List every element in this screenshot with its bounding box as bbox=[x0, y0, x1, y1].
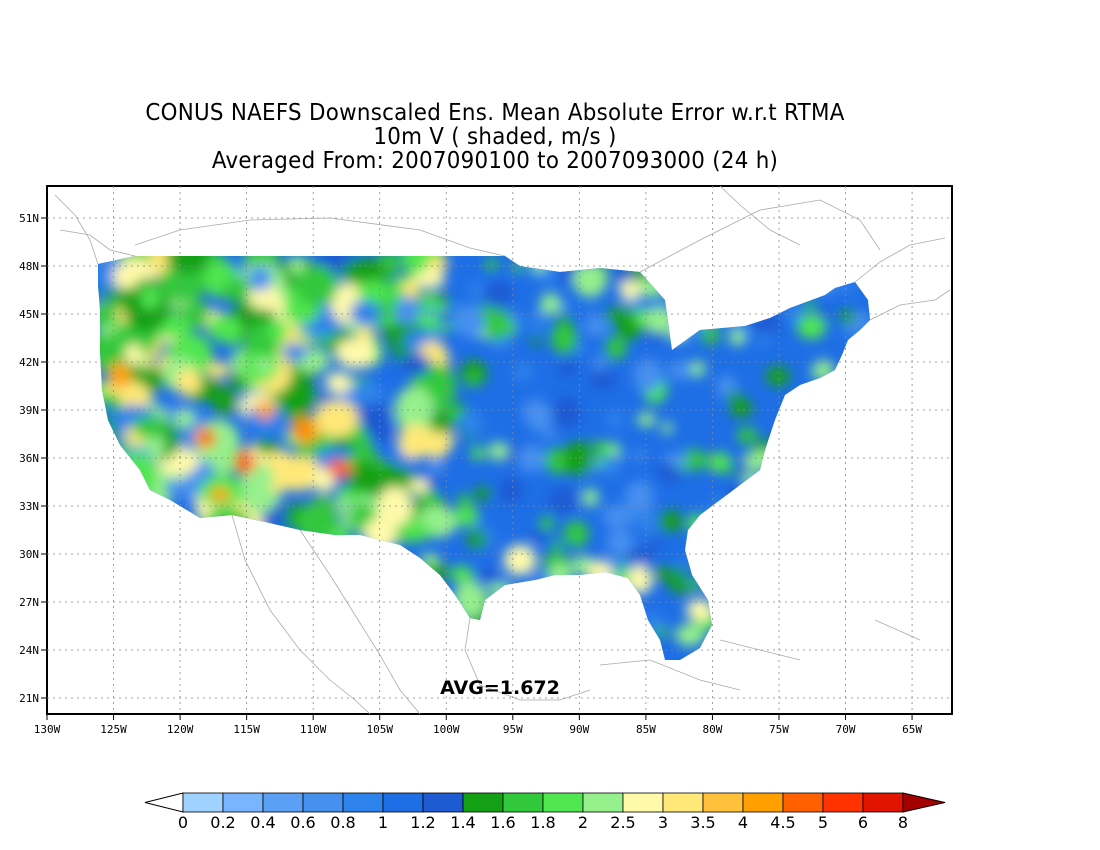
colorbar-cell bbox=[782, 792, 824, 813]
colorbar-label: 1.2 bbox=[410, 813, 435, 832]
y-tick-label: 39N bbox=[19, 404, 39, 417]
y-tick-label: 21N bbox=[19, 692, 39, 705]
colorbar-label: 2.5 bbox=[610, 813, 635, 832]
average-annotation: AVG=1.672 bbox=[440, 677, 560, 699]
x-axis: 130W 125W 120W 115W 110W 105W 100W 95W 90W 85W 80W… bbox=[34, 714, 922, 736]
coastline-outlines bbox=[54, 185, 951, 715]
colorbar-label: 1.6 bbox=[490, 813, 515, 832]
x-tick-label: 80W bbox=[703, 723, 723, 736]
colorbar-cell bbox=[342, 792, 384, 813]
x-tick-label: 125W bbox=[100, 723, 127, 736]
colorbar-cell bbox=[622, 792, 664, 813]
colorbar-cell bbox=[422, 792, 464, 813]
colorbar-label: 8 bbox=[898, 813, 908, 832]
colorbar-label: 0.2 bbox=[210, 813, 235, 832]
colorbar-cell bbox=[662, 792, 704, 813]
x-tick-label: 75W bbox=[769, 723, 789, 736]
colorbar-cell bbox=[462, 792, 504, 813]
colorbar-label: 4 bbox=[738, 813, 748, 832]
y-tick-label: 30N bbox=[19, 548, 39, 561]
y-tick-label: 36N bbox=[19, 452, 39, 465]
colorbar-under-arrow bbox=[144, 792, 184, 813]
x-tick-label: 105W bbox=[366, 723, 393, 736]
colorbar-cell bbox=[582, 792, 624, 813]
colorbar-label: 6 bbox=[858, 813, 868, 832]
colorbar-label: 0.8 bbox=[330, 813, 355, 832]
colorbar-cell bbox=[382, 792, 424, 813]
colorbar-label: 0 bbox=[178, 813, 188, 832]
x-tick-label: 90W bbox=[569, 723, 589, 736]
colorbar-label: 4.5 bbox=[770, 813, 795, 832]
colorbar-cell bbox=[862, 792, 904, 813]
x-tick-label: 95W bbox=[503, 723, 523, 736]
x-tick-label: 65W bbox=[902, 723, 922, 736]
y-tick-label: 42N bbox=[19, 356, 39, 369]
y-tick-label: 51N bbox=[19, 212, 39, 225]
y-tick-label: 24N bbox=[19, 644, 39, 657]
colorbar-label: 2 bbox=[578, 813, 588, 832]
x-tick-label: 100W bbox=[433, 723, 460, 736]
colorbar-cell bbox=[542, 792, 584, 813]
colorbar-cell bbox=[742, 792, 784, 813]
colorbar-label: 0.4 bbox=[250, 813, 275, 832]
colorbar-label: 3 bbox=[658, 813, 668, 832]
colorbar-cell bbox=[222, 792, 264, 813]
x-tick-label: 110W bbox=[300, 723, 327, 736]
colorbar-label: 3.5 bbox=[690, 813, 715, 832]
y-axis: 51N 48N 45N 42N 39N 36N 33N 30N 27N 24N 21N bbox=[19, 212, 47, 705]
x-tick-label: 120W bbox=[167, 723, 194, 736]
colorbar-label: 0.6 bbox=[290, 813, 315, 832]
x-tick-label: 85W bbox=[636, 723, 656, 736]
colorbar-over-arrow bbox=[902, 792, 946, 813]
colorbar-cell bbox=[502, 792, 544, 813]
y-tick-label: 33N bbox=[19, 500, 39, 513]
title-line-3: Averaged From: 2007090100 to 2007093000 … bbox=[211, 148, 779, 174]
x-tick-label: 130W bbox=[34, 723, 61, 736]
y-tick-label: 48N bbox=[19, 260, 39, 273]
x-tick-label: 115W bbox=[233, 723, 260, 736]
colorbar-cell bbox=[262, 792, 304, 813]
colorbar: 0 0.2 0.4 0.6 0.8 1 1.2 1.4 1.6 1.8 2 2.5 3 3.5 4 4.5 5 6… bbox=[144, 792, 946, 832]
colorbar-cell bbox=[182, 792, 224, 813]
x-tick-label: 70W bbox=[836, 723, 856, 736]
title-line-1: CONUS NAEFS Downscaled Ens. Mean Absolut… bbox=[145, 100, 845, 126]
gridlines bbox=[47, 186, 952, 714]
colorbar-label: 5 bbox=[818, 813, 828, 832]
colorbar-cell bbox=[302, 792, 344, 813]
title-line-2: 10m V ( shaded, m/s ) bbox=[373, 124, 617, 150]
colorbar-cell bbox=[822, 792, 864, 813]
y-tick-label: 27N bbox=[19, 596, 39, 609]
colorbar-cell bbox=[702, 792, 744, 813]
colorbar-label: 1 bbox=[378, 813, 388, 832]
colorbar-label: 1.4 bbox=[450, 813, 475, 832]
colorbar-label: 1.8 bbox=[530, 813, 555, 832]
y-tick-label: 45N bbox=[19, 308, 39, 321]
